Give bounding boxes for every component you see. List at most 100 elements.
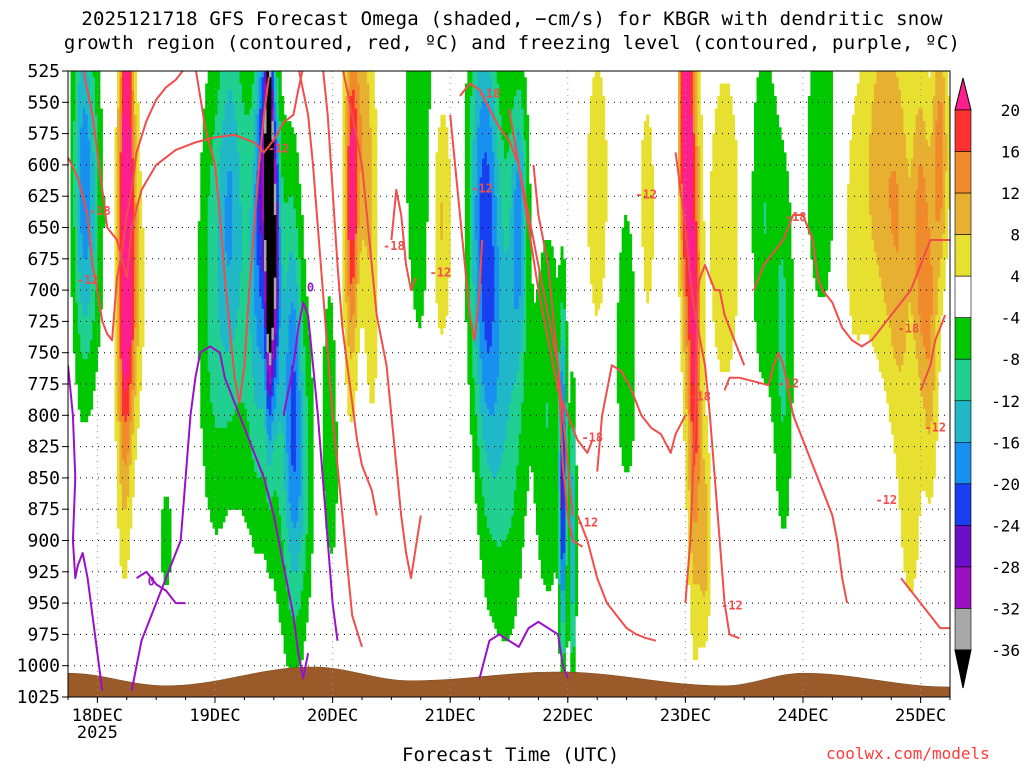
omega-cell xyxy=(129,177,133,185)
omega-cell xyxy=(207,484,211,492)
omega-cell xyxy=(124,365,128,373)
omega-cell xyxy=(126,246,130,254)
omega-cell xyxy=(219,421,223,429)
omega-cell xyxy=(298,340,302,348)
omega-cell xyxy=(266,327,270,335)
omega-cell xyxy=(229,171,233,179)
omega-cell xyxy=(129,321,133,329)
omega-cell xyxy=(121,559,125,567)
omega-cell xyxy=(288,471,292,479)
omega-cell xyxy=(281,615,285,623)
omega-cell xyxy=(244,434,248,441)
omega-cell xyxy=(286,534,290,542)
omega-cell xyxy=(119,409,123,416)
omega-cell xyxy=(224,452,228,460)
omega-cell xyxy=(75,177,79,185)
omega-cell xyxy=(166,546,169,554)
omega-cell xyxy=(197,290,201,297)
omega-cell xyxy=(251,202,255,210)
omega-cell xyxy=(234,421,238,429)
omega-cell xyxy=(163,509,167,517)
omega-cell xyxy=(322,396,326,404)
omega-cell xyxy=(82,365,86,373)
omega-cell xyxy=(295,440,299,448)
omega-cell xyxy=(97,327,101,335)
omega-cell xyxy=(264,108,268,116)
omega-cell xyxy=(227,271,231,279)
omega-cell xyxy=(239,196,243,204)
omega-cell xyxy=(129,89,133,97)
omega-cell xyxy=(251,71,255,78)
omega-cell xyxy=(212,208,216,216)
omega-cell xyxy=(288,659,292,667)
omega-cell xyxy=(273,108,277,116)
omega-cell xyxy=(202,427,206,435)
omega-cell xyxy=(308,421,312,429)
omega-cell xyxy=(259,377,263,385)
omega-cell xyxy=(114,415,118,423)
omega-cell xyxy=(271,290,275,297)
omega-cell xyxy=(207,440,211,448)
omega-cell xyxy=(261,427,265,435)
omega-cell xyxy=(200,271,204,279)
omega-cell xyxy=(271,390,275,398)
omega-cell xyxy=(85,409,89,416)
omega-cell xyxy=(212,490,216,498)
omega-cell xyxy=(219,340,223,348)
omega-cell xyxy=(286,440,290,448)
omega-cell xyxy=(136,127,140,135)
omega-cell xyxy=(254,233,258,241)
omega-cell xyxy=(293,496,297,504)
omega-cell xyxy=(300,490,304,498)
omega-cell xyxy=(303,421,307,429)
omega-cell xyxy=(286,521,290,529)
omega-cell xyxy=(210,102,214,110)
omega-cell xyxy=(210,164,214,172)
omega-cell xyxy=(288,578,292,585)
omega-cell xyxy=(200,415,204,423)
omega-cell xyxy=(219,390,223,398)
omega-cell xyxy=(90,202,94,210)
omega-cell xyxy=(266,283,270,291)
omega-cell xyxy=(215,415,219,423)
omega-cell xyxy=(330,427,334,435)
omega-cell xyxy=(251,139,255,147)
omega-cell xyxy=(234,390,238,398)
omega-cell xyxy=(77,102,81,110)
omega-cell xyxy=(131,352,135,360)
omega-cell xyxy=(232,459,236,466)
omega-cell xyxy=(222,490,226,498)
omega-cell xyxy=(322,415,326,423)
omega-cell xyxy=(210,321,214,329)
omega-cell xyxy=(215,528,219,535)
omega-cell xyxy=(219,127,223,135)
omega-cell xyxy=(254,490,258,498)
omega-cell xyxy=(276,471,280,479)
omega-cell xyxy=(224,77,228,85)
omega-cell xyxy=(298,277,302,285)
omega-cell xyxy=(266,477,270,485)
omega-cell xyxy=(325,471,329,479)
omega-cell xyxy=(303,340,307,348)
omega-cell xyxy=(325,308,329,316)
omega-cell xyxy=(276,221,280,229)
omega-cell xyxy=(237,265,241,272)
omega-cell xyxy=(87,377,91,385)
omega-cell xyxy=(212,171,216,179)
omega-cell xyxy=(303,559,307,567)
omega-cell xyxy=(136,177,140,185)
omega-cell xyxy=(205,227,209,235)
omega-cell xyxy=(300,415,304,423)
omega-cell xyxy=(281,96,285,103)
omega-cell xyxy=(298,596,302,604)
omega-cell xyxy=(261,333,265,341)
omega-cell xyxy=(75,296,79,304)
omega-cell xyxy=(224,271,228,279)
omega-cell xyxy=(264,421,268,429)
omega-cell xyxy=(90,189,94,197)
omega-cell xyxy=(276,346,280,354)
omega-cell xyxy=(117,396,121,404)
omega-cell xyxy=(330,377,334,385)
omega-cell xyxy=(308,359,312,366)
omega-cell xyxy=(205,359,209,366)
